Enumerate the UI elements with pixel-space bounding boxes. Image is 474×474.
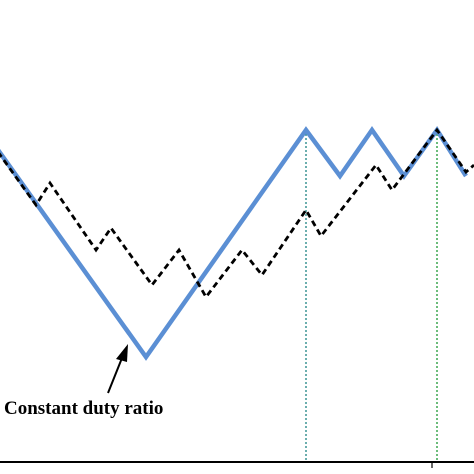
annotation-arrow-shaft xyxy=(107,357,123,394)
solid-waveform xyxy=(0,125,468,361)
annotation-label: Constant duty ratio xyxy=(4,398,164,419)
dashed-waveform xyxy=(0,127,474,300)
annotation-arrowhead xyxy=(116,344,128,362)
